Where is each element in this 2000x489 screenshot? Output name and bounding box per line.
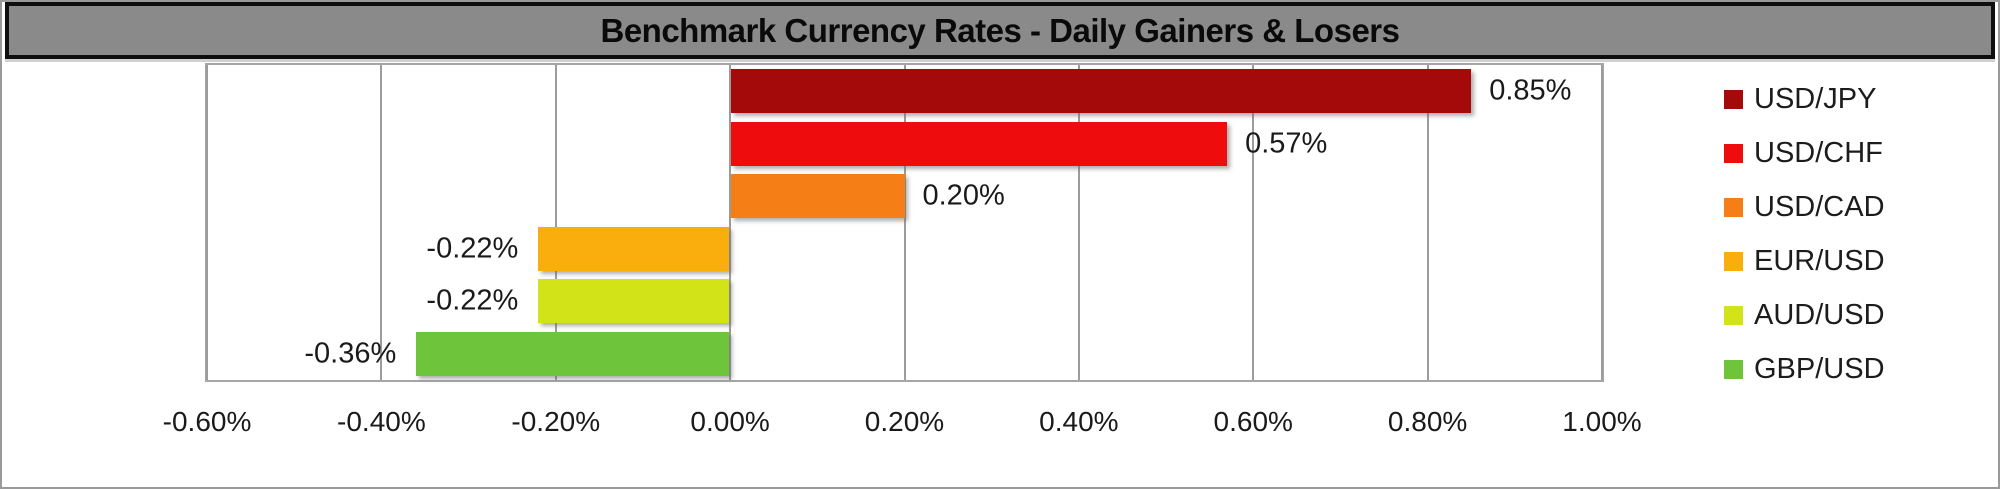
- legend-label: USD/CHF: [1754, 136, 1883, 169]
- legend-swatch-icon: [1724, 89, 1743, 109]
- x-axis: -0.60% -0.40% -0.20% 0.00% 0.20% 0.40% 0.60% 0.…: [163, 406, 1642, 442]
- legend-item-eur-usd[interactable]: EUR/USD: [1724, 234, 1885, 288]
- x-tick-label--0.60%: -0.60%: [162, 406, 252, 437]
- x-tick-label-0.00%: 0.00%: [690, 406, 770, 437]
- bar-value-label-usd-cad: 0.20%: [922, 179, 1005, 212]
- bar-value-label-gbp-usd: -0.36%: [304, 337, 397, 370]
- bar-value-label-eur-usd: -0.22%: [426, 232, 519, 265]
- bar-value-label-aud-usd: -0.22%: [426, 284, 519, 317]
- gridline-0: [729, 65, 732, 380]
- chart-title: Benchmark Currency Rates - Daily Gainers…: [600, 11, 1400, 49]
- gridline-0.2: [903, 65, 906, 380]
- x-tick-label-0.20%: 0.20%: [864, 406, 945, 437]
- legend-item-usd-jpy[interactable]: USD/JPY: [1724, 72, 1885, 126]
- gridline--0.4: [380, 65, 383, 380]
- legend-item-gbp-usd[interactable]: GBP/USD: [1724, 342, 1885, 396]
- legend-item-aud-usd[interactable]: AUD/USD: [1724, 288, 1885, 342]
- legend: USD/JPY USD/CHF USD/CAD EUR/USD AUD/USD GBP/U…: [1724, 72, 1885, 396]
- legend-swatch-icon: [1724, 305, 1743, 325]
- legend-label: AUD/USD: [1754, 298, 1885, 331]
- legend-label: USD/JPY: [1754, 82, 1877, 115]
- bar-usd-chf[interactable]: [731, 121, 1228, 166]
- bar-value-label-usd-jpy: 0.85%: [1489, 74, 1572, 107]
- bar-gbp-usd[interactable]: [416, 331, 730, 376]
- x-tick-label-0.80%: 0.80%: [1387, 406, 1468, 437]
- legend-swatch-icon: [1724, 251, 1743, 271]
- legend-item-usd-chf[interactable]: USD/CHF: [1724, 126, 1885, 180]
- legend-swatch-icon: [1724, 143, 1743, 163]
- bar-usd-jpy[interactable]: [731, 69, 1472, 114]
- gridline-0.6: [1252, 65, 1255, 380]
- gridline-0.8: [1426, 65, 1429, 380]
- legend-label: USD/CAD: [1754, 190, 1885, 223]
- x-tick-label-0.60%: 0.60%: [1213, 406, 1293, 437]
- legend-swatch-icon: [1724, 197, 1743, 217]
- x-tick-label-1.00%: 1.00%: [1562, 406, 1642, 437]
- x-tick-label--0.20%: -0.20%: [511, 406, 601, 437]
- gridline--0.6: [206, 65, 208, 380]
- plot-area: 0.85% 0.57% 0.20% -0.22% -0.22% -0.36%: [205, 63, 1604, 382]
- x-tick-label-0.40%: 0.40%: [1039, 406, 1119, 437]
- chart-title-bar: Benchmark Currency Rates - Daily Gainers…: [5, 2, 1995, 59]
- bar-value-label-usd-chf: 0.57%: [1245, 127, 1328, 160]
- x-tick-label--0.40%: -0.40%: [337, 406, 426, 437]
- bar-usd-cad[interactable]: [731, 174, 905, 219]
- legend-item-usd-cad[interactable]: USD/CAD: [1724, 180, 1885, 234]
- legend-swatch-icon: [1724, 359, 1743, 379]
- legend-label: EUR/USD: [1754, 244, 1885, 277]
- legend-label: GBP/USD: [1754, 352, 1885, 385]
- gridline-0.4: [1077, 65, 1080, 380]
- gridline-1: [1601, 65, 1603, 380]
- bar-eur-usd[interactable]: [538, 226, 730, 271]
- bar-aud-usd[interactable]: [538, 279, 730, 324]
- gridline--0.2: [554, 65, 557, 380]
